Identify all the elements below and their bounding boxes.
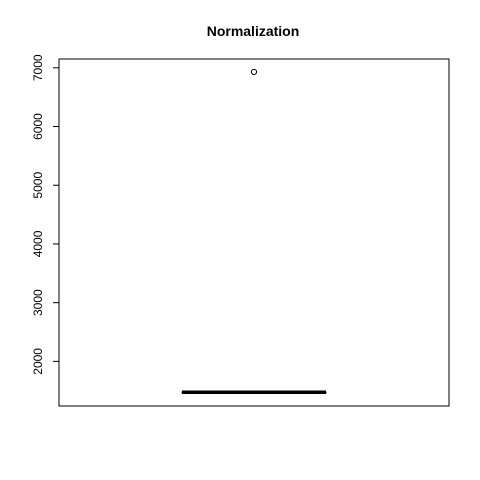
y-tick-label: 2000 [31, 348, 45, 375]
y-tick-label: 4000 [31, 230, 45, 257]
y-tick-label: 5000 [31, 172, 45, 199]
y-tick-label: 7000 [31, 54, 45, 81]
boxplot-marks [181, 68, 327, 394]
y-axis: 2000 3000 4000 5000 6000 7000 [31, 54, 59, 375]
y-tick-label: 6000 [31, 113, 45, 140]
plot-frame [58, 58, 450, 407]
chart-title: Normalization [207, 23, 300, 39]
outlier-point [250, 68, 258, 76]
y-tick-label: 3000 [31, 289, 45, 316]
